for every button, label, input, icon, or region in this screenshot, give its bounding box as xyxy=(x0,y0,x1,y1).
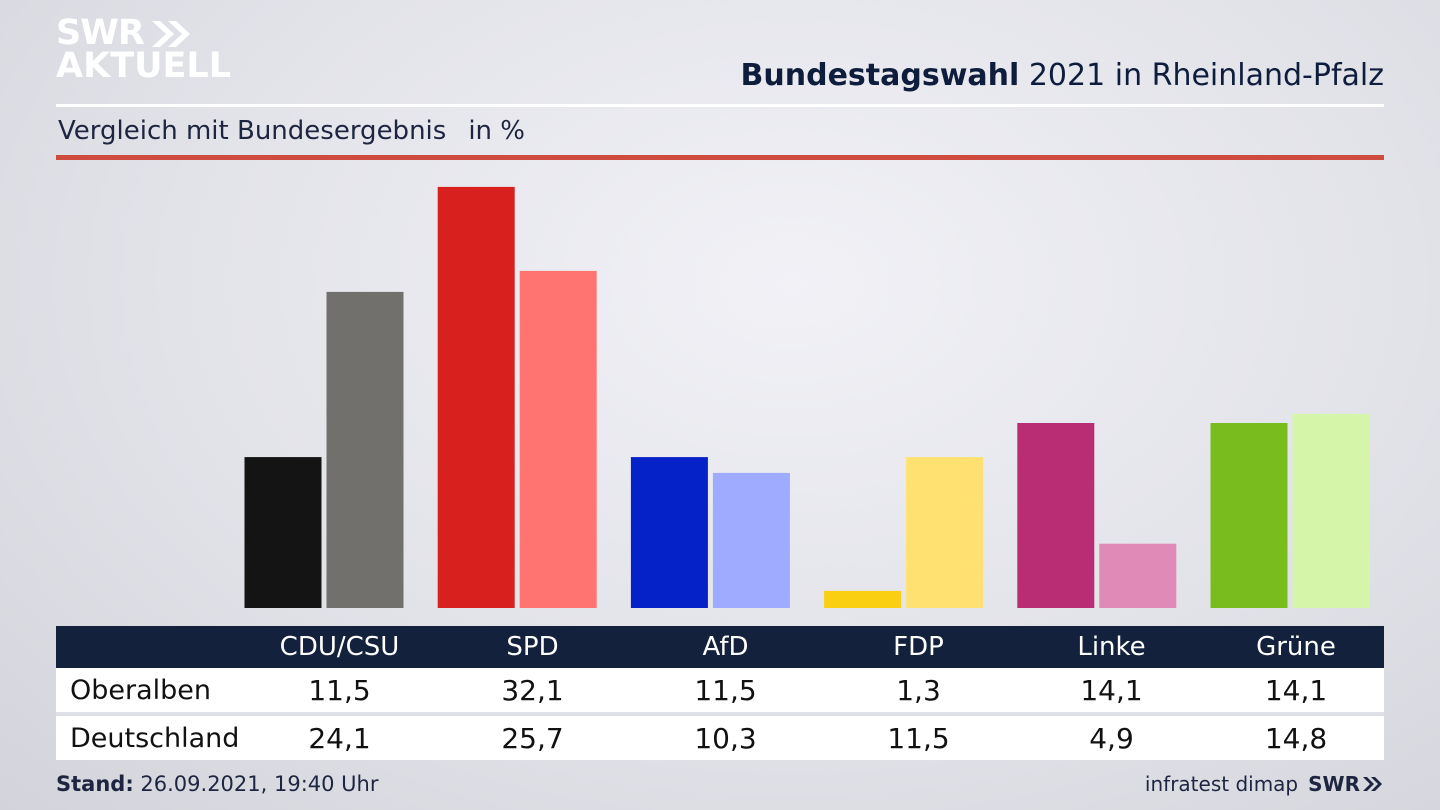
subtitle-divider xyxy=(56,155,1384,160)
bar-deutschland-grüne xyxy=(1292,413,1370,608)
bar-deutschland-cdu-csu xyxy=(326,291,404,608)
source-text: infratest dimap xyxy=(1144,772,1299,796)
double-chevron-icon xyxy=(151,20,190,47)
page-title: Bundestagswahl 2021 in Rheinland-Pfalz xyxy=(741,58,1384,93)
bar-oberalben-cdu-csu xyxy=(244,457,322,608)
bar-deutschland-afd xyxy=(712,472,790,608)
value-cell: 10,3 xyxy=(629,716,822,760)
source-credit: infratest dimap SWR xyxy=(1145,772,1384,796)
value-cell: 24,1 xyxy=(243,716,436,760)
bar-oberalben-spd xyxy=(437,186,515,608)
value-cell: 11,5 xyxy=(629,668,822,716)
header-divider xyxy=(56,104,1384,107)
party-header: Grüne xyxy=(1208,626,1384,668)
double-chevron-icon xyxy=(1363,777,1382,791)
title-rest: 2021 in Rheinland-Pfalz xyxy=(1019,58,1384,93)
table-header-row: CDU/CSU SPD AfD FDP Linke Grüne xyxy=(56,626,1384,668)
value-cell: 14,1 xyxy=(1208,668,1384,716)
footer-swr-logo: SWR xyxy=(1308,772,1384,796)
party-header: AfD xyxy=(629,626,822,668)
row-label: Deutschland xyxy=(56,716,243,760)
bar-oberalben-grüne xyxy=(1210,423,1288,608)
stand-label: Stand: xyxy=(56,772,134,796)
timestamp: Stand: 26.09.2021, 19:40 Uhr xyxy=(56,772,379,796)
table-row: Deutschland 24,1 25,7 10,3 11,5 4,9 14,8 xyxy=(56,716,1384,760)
stand-value: 26.09.2021, 19:40 Uhr xyxy=(133,772,379,796)
value-cell: 14,8 xyxy=(1208,716,1384,760)
party-header: SPD xyxy=(436,626,629,668)
value-cell: 11,5 xyxy=(243,668,436,716)
title-bold: Bundestagswahl xyxy=(740,58,1020,93)
row-label: Oberalben xyxy=(56,668,243,716)
party-header: FDP xyxy=(822,626,1015,668)
table-row: Oberalben 11,5 32,1 11,5 1,3 14,1 14,1 xyxy=(56,668,1384,716)
bar-oberalben-linke xyxy=(1017,423,1095,608)
bar-deutschland-fdp xyxy=(906,457,984,608)
value-cell: 4,9 xyxy=(1015,716,1208,760)
party-header: CDU/CSU xyxy=(243,626,436,668)
footer-swr-text: SWR xyxy=(1308,772,1360,796)
logo-aktuell-text: AKTUELL xyxy=(56,46,232,86)
logo-swr-text: SWR xyxy=(56,13,145,53)
results-table: CDU/CSU SPD AfD FDP Linke Grüne Oberalbe… xyxy=(56,626,1384,760)
swr-aktuell-logo: SWR AKTUELL xyxy=(56,16,231,84)
value-cell: 25,7 xyxy=(436,716,629,760)
unit-label: in % xyxy=(468,116,525,146)
value-cell: 14,1 xyxy=(1015,668,1208,716)
chart-subtitle: Vergleich mit Bundesergebnis in % xyxy=(58,116,525,146)
value-cell: 1,3 xyxy=(822,668,1015,716)
bar-deutschland-spd xyxy=(519,270,597,608)
value-cell: 11,5 xyxy=(822,716,1015,760)
header-empty-cell xyxy=(56,626,243,668)
subtitle-text: Vergleich mit Bundesergebnis xyxy=(58,116,447,146)
bar-deutschland-linke xyxy=(1099,543,1177,608)
value-cell: 32,1 xyxy=(436,668,629,716)
bar-oberalben-fdp xyxy=(824,590,902,608)
bar-oberalben-afd xyxy=(630,457,708,608)
party-header: Linke xyxy=(1015,626,1208,668)
